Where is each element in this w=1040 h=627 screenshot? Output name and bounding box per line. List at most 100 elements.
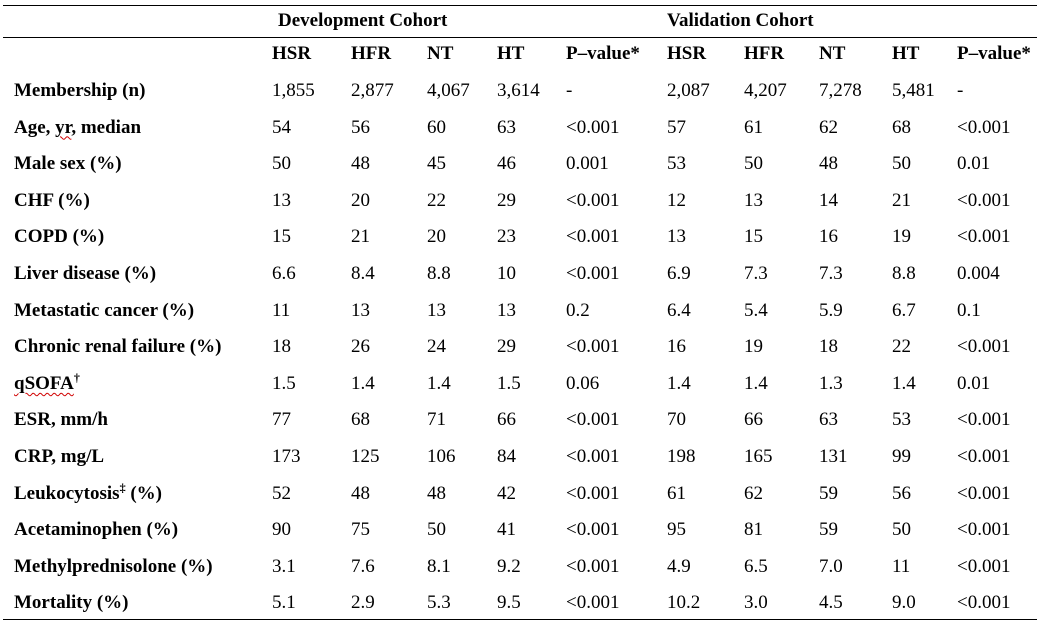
table-cell: 8.1 [427,555,451,577]
development-cohort-header: Development Cohort [278,10,448,31]
table-cell: 81 [744,519,763,541]
table-row: COPD (%) 15 21 20 23 <0.001 13 15 16 19 <0.001 [3,225,1037,261]
row-label-text: Liver disease (%) [14,263,157,284]
table-cell: <0.001 [566,592,620,614]
table-cell: 50 [427,519,446,541]
table-cell: 22 [892,336,911,358]
table-cell: 23 [497,226,516,248]
spellcheck-word: yr [55,116,72,138]
row-label-text: CHF (%) [14,189,90,211]
table-cell: <0.001 [957,446,1011,467]
row-label-text: Leukocytosis [14,482,120,504]
table-cell: 165 [744,446,773,467]
table-cell: 26 [351,336,370,358]
row-label: CRP, mg/L [14,445,104,469]
table-cell: <0.001 [957,409,1011,431]
table-row: Liver disease (%) 6.6 8.4 8.8 10 <0.001 6.9 7.3… [3,262,1037,298]
table-cell: 62 [819,116,838,138]
table-cell: 48 [819,153,838,175]
table-cell: 7.3 [819,263,843,284]
row-label: Leukocytosis‡ (%) [14,481,162,506]
table-cell: 99 [892,446,911,467]
table-cell: 77 [272,409,291,431]
table-cell: 68 [351,409,370,431]
table-cell: <0.001 [957,116,1011,138]
column-header: HSR [272,43,312,64]
table-cell: 1.4 [351,372,375,394]
table-cell: <0.001 [566,336,620,358]
table-cell: 0.1 [957,299,981,321]
row-label: Liver disease (%) [14,262,156,286]
table-bottom-rule [3,619,1037,620]
row-label-text: Metastatic cancer (%) [14,299,195,321]
table-cell: 10 [497,263,516,284]
table-cell: 5.4 [744,299,768,321]
table-cell: 24 [427,336,446,358]
table-cell: - [957,80,964,101]
column-header: HSR [667,43,707,64]
table-cell: 0.06 [566,372,600,394]
row-label: Methylprednisolone (%) [14,555,213,579]
table-cell: 50 [892,519,911,541]
table-cell: <0.001 [566,555,620,577]
table-cell: 1.4 [892,372,916,394]
row-label: ESR, mm/h [14,408,108,432]
table-cell: 3,614 [497,80,540,101]
table-cell: 71 [427,409,446,431]
table-cell: 61 [667,482,686,504]
table-cell: <0.001 [957,482,1011,504]
table-cell: 46 [497,153,516,175]
table-cell: 10.2 [667,592,701,614]
table-cell: 45 [427,153,446,175]
table-cell: 15 [272,226,291,248]
table-cell: 57 [667,116,686,138]
table-cell: 2,877 [351,80,394,101]
table-cell: 52 [272,482,291,504]
table-cell: 1.3 [819,372,843,394]
table-row: Leukocytosis‡ (%) 52 48 48 42 <0.001 61 62 59 56 <… [3,481,1037,518]
column-header: NT [819,43,846,64]
table-cell: 7,278 [819,80,862,101]
row-label-text: CRP, mg/L [14,446,105,467]
table-cell: 106 [427,446,456,467]
table-cell: 50 [744,153,763,175]
table-cell: 2.9 [351,592,375,614]
row-label-text: Methylprednisolone (%) [14,555,213,577]
table-cell: 8.4 [351,263,375,284]
column-header-row: HSR HFR NT HT P–value* HSR HFR NT HT P–value* [3,42,1037,78]
table-cell: 4,207 [744,80,787,101]
row-label-text: Mortality (%) [14,592,129,614]
table-cell: <0.001 [566,519,620,541]
table-cell: 84 [497,446,516,467]
table-cell: <0.001 [957,189,1011,211]
table-cell: 50 [272,153,291,175]
column-header: HT [892,43,920,64]
table-cell: 12 [667,189,686,211]
table-cell: 8.8 [892,263,916,284]
table-cell: 54 [272,116,291,138]
table-cell: 2,087 [667,80,710,101]
row-label: Age, yr, median [14,116,141,140]
table-cell: 5.9 [819,299,843,321]
table-cell: 173 [272,446,301,467]
table-cell: <0.001 [566,263,620,284]
table-cell: 95 [667,519,686,541]
table-cell: <0.001 [566,226,620,248]
group-header-rule [3,37,1037,38]
table-cell: 1.5 [272,372,296,394]
table-cell: 3.1 [272,555,296,577]
table-cell: 16 [667,336,686,358]
table-cell: <0.001 [566,446,620,467]
table-cell: 90 [272,519,291,541]
table-cell: 56 [892,482,911,504]
row-label-text: Acetaminophen (%) [14,519,179,541]
table-row: ESR, mm/h 77 68 71 66 <0.001 70 66 63 53 <0.001 [3,408,1037,444]
table-cell: 131 [819,446,848,467]
table-cell: 9.5 [497,592,521,614]
table-cell: 1.4 [744,372,768,394]
table-cell: 13 [272,189,291,211]
column-header: P–value* [957,43,1031,64]
table-cell: 48 [351,482,370,504]
table-row: Chronic renal failure (%) 18 26 24 29 <0.001 1… [3,335,1037,371]
table-cell: 19 [892,226,911,248]
